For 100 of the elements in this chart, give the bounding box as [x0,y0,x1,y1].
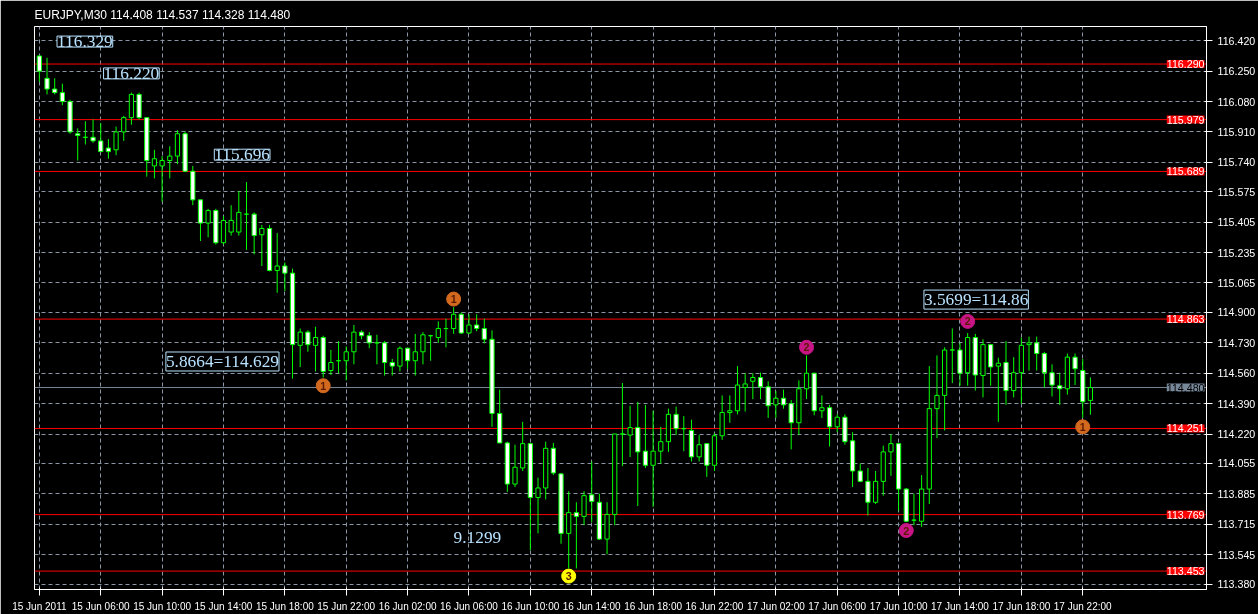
ref-line-label: 114.251 [1166,422,1205,435]
x-tick-label: 15 Jun 2011 [12,600,67,612]
candlestick [167,145,173,179]
x-tick-label: 16 Jun 18:00 [624,600,683,612]
x-tick-label: 17 Jun 06:00 [808,600,867,612]
candlestick [995,357,1001,423]
x-tick-label: 17 Jun 22:00 [1053,600,1113,612]
candlestick [228,204,234,237]
candlestick [757,372,764,400]
x-tick-label: 16 Jun 10:00 [501,600,560,612]
candlestick [512,444,518,488]
candlestick [451,306,457,335]
candlestick [466,313,472,335]
candlestick [673,406,679,436]
candlestick [957,342,963,387]
candlestick [44,57,50,95]
candlestick [220,215,227,246]
y-tick-label: 113.545 [1217,548,1256,561]
x-tick-label: 15 Jun 18:00 [255,600,315,612]
candlestick [819,394,825,419]
candlestick [780,389,787,410]
candlestick [105,138,112,160]
y-tick-label: 116.080 [1217,95,1256,108]
candlestick [259,224,265,267]
y-tick-label: 115.740 [1217,156,1256,169]
candlestick [627,405,633,458]
candlestick [704,442,710,478]
candlestick [934,354,940,439]
candlestick [658,426,664,464]
chart-title: EURJPY,M30 114.408 114.537 114.328 114.480 [34,7,291,22]
candlestick [90,118,96,144]
candlestick [803,354,810,400]
annotation: 2 [903,524,910,537]
candlestick [566,490,572,569]
candlestick [1011,356,1017,398]
candlestick [113,126,119,156]
annotation: 3.5699=114.86 [923,290,1029,310]
candlestick [328,349,334,376]
candlestick [59,83,65,106]
ref-line-label: 116.290 [1166,58,1205,71]
candlestick [1049,363,1055,397]
x-tick-label: 16 Jun 22:00 [685,600,744,612]
annotation: 116.329 [57,32,113,52]
candlestick [750,372,756,400]
annotation: 9.1299 [453,528,502,548]
y-tick-label: 114.055 [1217,457,1256,470]
candlestick [865,467,871,517]
y-tick-label: 113.715 [1217,518,1256,531]
candlestick [205,208,211,238]
y-tick-label: 113.885 [1217,487,1256,500]
x-tick-label: 16 Jun 02:00 [378,600,437,612]
candlestick [642,404,649,469]
candlestick [573,501,579,569]
candlestick [589,461,595,523]
candlestick [435,320,441,344]
candlestick [343,345,349,381]
candlestick [305,329,311,353]
y-tick-label: 114.730 [1217,336,1256,349]
x-tick-label: 15 Jun 22:00 [317,600,376,612]
candlestick [36,54,42,83]
candlestick [888,433,894,477]
candlestick [251,211,257,255]
y-tick-label: 113.380 [1217,578,1256,591]
x-tick-label: 15 Jun 10:00 [133,600,192,612]
candlestick [1026,336,1032,372]
y-tick-label: 116.250 [1217,65,1256,78]
ref-line-label: 113.769 [1166,508,1205,521]
candlestick [405,347,411,370]
ref-line-label: 115.689 [1166,165,1205,178]
candlestick [719,394,725,441]
candlestick [949,328,955,384]
ref-line-label: 114.480 [1166,381,1205,394]
annotation: 2 [964,315,971,328]
x-tick-label: 16 Jun 06:00 [440,600,499,612]
x-tick-label: 16 Jun 14:00 [562,600,622,612]
candlestick [397,345,403,372]
candlestick [1087,376,1094,416]
candlestick [136,92,142,120]
y-tick-label: 114.560 [1217,367,1256,380]
candlestick [151,149,158,179]
candlestick [826,404,833,448]
candlestick [282,261,288,292]
x-tick-label: 15 Jun 06:00 [71,600,131,612]
candlestick [174,129,181,165]
candlestick [727,394,733,424]
candlestick [75,127,81,162]
annotation: 1 [450,293,457,306]
annotation: 5.8664=114.629 [165,351,279,371]
candlestick [197,199,204,242]
candlestick [128,92,135,126]
annotation: 1 [1079,420,1086,433]
annotation: 1 [320,379,327,392]
candlestick [535,477,541,534]
candlestick [1041,351,1047,389]
candlestick [619,382,626,467]
x-tick-label: 17 Jun 18:00 [992,600,1051,612]
y-tick-label: 116.420 [1217,34,1256,47]
ref-line-label: 115.979 [1166,113,1205,126]
y-tick-label: 114.900 [1217,306,1256,319]
candlestick [274,232,280,294]
